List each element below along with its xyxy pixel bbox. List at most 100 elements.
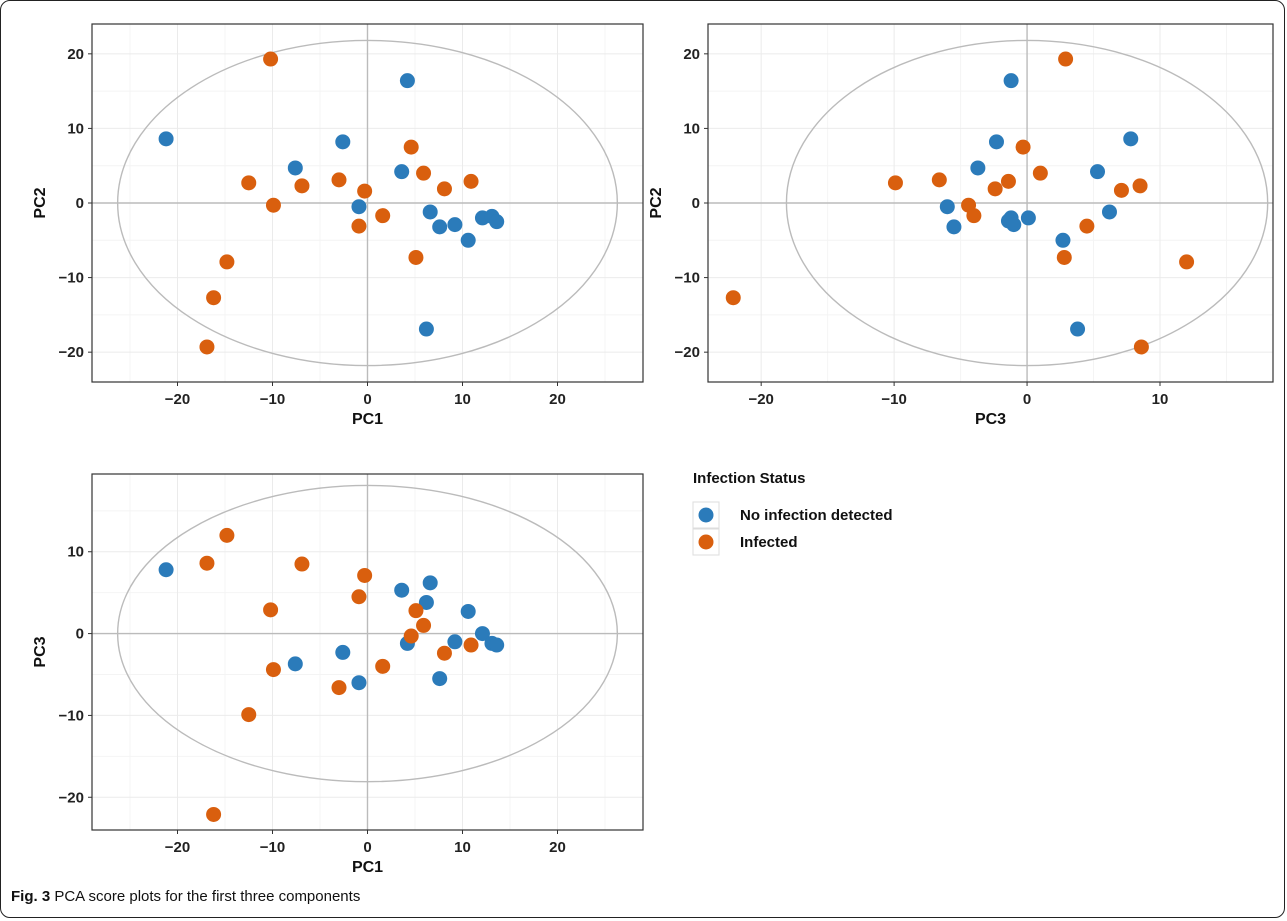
data-point <box>335 134 351 150</box>
data-point <box>403 628 419 644</box>
data-point <box>460 603 476 619</box>
data-point <box>375 658 391 674</box>
y-axis-title: PC2 <box>648 187 665 218</box>
y-tick-label: 20 <box>67 46 84 63</box>
data-point <box>725 290 741 306</box>
data-point <box>432 671 448 687</box>
data-point <box>1132 178 1148 194</box>
y-tick-label: 10 <box>67 120 84 137</box>
y-tick-label: −20 <box>59 344 84 361</box>
data-point <box>263 602 279 618</box>
data-point <box>987 181 1003 197</box>
x-tick-label: 0 <box>1023 391 1031 408</box>
confidence-ellipse <box>116 39 619 367</box>
data-point <box>287 160 303 176</box>
x-axis-title: PC3 <box>975 411 1006 428</box>
data-point <box>887 175 903 191</box>
x-tick-label: −20 <box>165 839 190 856</box>
data-point <box>447 217 463 233</box>
panel-pc2-vs-pc3: −20 −10 0 10 −20 −10 0 10 20 PC3 PC2 <box>648 23 1274 428</box>
data-point <box>1000 173 1016 189</box>
data-point <box>1020 210 1036 226</box>
data-point <box>199 339 215 355</box>
data-point <box>351 199 367 215</box>
x-tick-label: −10 <box>260 391 285 408</box>
data-point <box>1090 164 1106 180</box>
x-axis-title: PC1 <box>352 411 383 428</box>
series-no-infection-detected <box>158 562 505 691</box>
x-tick-label: 0 <box>363 391 371 408</box>
data-point <box>416 165 432 181</box>
data-point <box>351 675 367 691</box>
data-point <box>1003 73 1019 89</box>
x-tick-label: 10 <box>1152 391 1169 408</box>
data-point <box>408 603 424 619</box>
legend: Infection Status No infection detected Inf… <box>692 470 893 556</box>
data-point <box>294 178 310 194</box>
legend-title: Infection Status <box>693 470 806 487</box>
data-point <box>422 204 438 220</box>
x-tick-label: −10 <box>260 839 285 856</box>
data-point <box>489 637 505 653</box>
figure-caption: Fig. 3 PCA score plots for the first thr… <box>11 888 360 905</box>
data-point <box>394 582 410 598</box>
data-point <box>199 555 215 571</box>
data-point <box>158 131 174 147</box>
data-point <box>287 656 303 672</box>
data-point <box>335 644 351 660</box>
y-tick-label: −10 <box>59 707 84 724</box>
data-point <box>463 173 479 189</box>
y-tick-label: 10 <box>67 544 84 561</box>
data-point <box>1070 321 1086 337</box>
data-point <box>331 172 347 188</box>
data-point <box>489 214 505 230</box>
data-point <box>241 175 257 191</box>
data-point <box>351 589 367 605</box>
data-point <box>1006 217 1022 233</box>
data-point <box>1123 131 1139 147</box>
data-point <box>265 662 281 678</box>
data-point <box>447 634 463 650</box>
data-point <box>219 254 235 270</box>
data-point <box>418 594 434 610</box>
data-point <box>1056 249 1072 265</box>
y-tick-label: −20 <box>59 789 84 806</box>
data-point <box>416 617 432 633</box>
data-point <box>1055 232 1071 248</box>
data-point <box>375 208 391 224</box>
data-point <box>403 139 419 155</box>
data-point <box>241 707 257 723</box>
caption-text: PCA score plots for the first three comp… <box>50 888 361 905</box>
y-axis-title: PC3 <box>32 636 49 667</box>
series-infected <box>199 527 479 822</box>
data-point <box>1101 204 1117 220</box>
y-tick-label: 10 <box>683 120 700 137</box>
legend-label: Infected <box>740 534 798 551</box>
x-tick-label: 10 <box>454 391 471 408</box>
series-infected <box>725 51 1195 355</box>
data-point <box>408 249 424 265</box>
data-point <box>1032 165 1048 181</box>
x-tick-label: 20 <box>549 839 566 856</box>
series-no-infection-detected <box>158 73 505 337</box>
data-point <box>357 567 373 583</box>
data-point <box>351 218 367 234</box>
data-point <box>970 160 986 176</box>
series-no-infection-detected <box>939 73 1139 337</box>
x-tick-label: −20 <box>165 391 190 408</box>
data-point <box>436 645 452 661</box>
data-point <box>294 556 310 572</box>
data-point <box>463 637 479 653</box>
data-point <box>1179 254 1195 270</box>
y-tick-label: 0 <box>692 195 700 212</box>
series-infected <box>199 51 479 355</box>
data-point <box>432 219 448 235</box>
x-tick-label: 10 <box>454 839 471 856</box>
data-point <box>206 290 222 306</box>
data-point <box>399 73 415 89</box>
data-point <box>1079 218 1095 234</box>
data-point <box>946 219 962 235</box>
y-tick-label: −20 <box>675 344 700 361</box>
data-point <box>418 321 434 337</box>
